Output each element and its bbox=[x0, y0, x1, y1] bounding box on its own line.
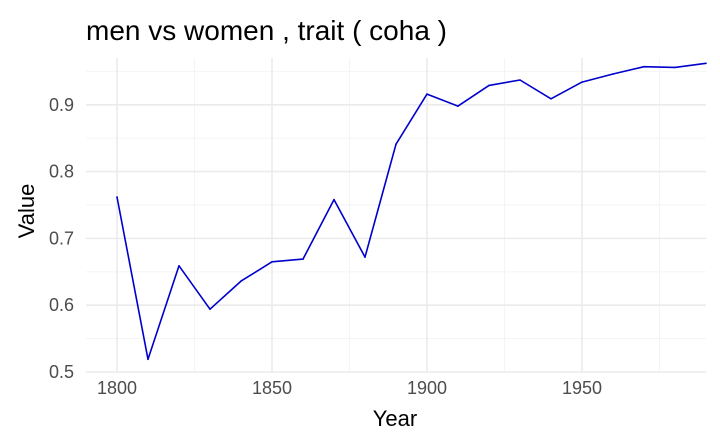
data-point bbox=[240, 280, 242, 282]
data-point bbox=[426, 93, 428, 95]
y-axis-title: Value bbox=[14, 184, 39, 239]
series-layer bbox=[116, 62, 707, 361]
data-point bbox=[178, 264, 180, 267]
data-point bbox=[457, 105, 459, 107]
data-point bbox=[302, 258, 304, 260]
x-axis-title: Year bbox=[373, 406, 417, 431]
data-point bbox=[395, 143, 397, 145]
data-point bbox=[333, 198, 335, 201]
data-point bbox=[519, 79, 521, 81]
data-point bbox=[271, 260, 273, 263]
data-point bbox=[674, 66, 676, 69]
x-axis-ticks: 1800 1850 1900 1950 bbox=[97, 378, 602, 398]
data-point bbox=[705, 62, 707, 65]
data-point bbox=[116, 196, 118, 198]
data-point bbox=[488, 84, 490, 87]
data-point bbox=[550, 97, 552, 100]
grid bbox=[86, 58, 706, 373]
x-tick-label: 1850 bbox=[252, 378, 292, 398]
y-tick-label: 0.5 bbox=[49, 362, 74, 382]
data-point bbox=[612, 73, 614, 75]
data-point bbox=[581, 81, 583, 83]
data-point bbox=[643, 65, 645, 68]
x-tick-label: 1800 bbox=[97, 378, 137, 398]
x-tick-label: 1950 bbox=[562, 378, 602, 398]
y-tick-label: 0.7 bbox=[49, 228, 74, 248]
y-tick-label: 0.8 bbox=[49, 162, 74, 182]
y-tick-label: 0.6 bbox=[49, 295, 74, 315]
y-tick-label: 0.9 bbox=[49, 95, 74, 115]
data-point bbox=[147, 358, 149, 361]
y-axis-ticks: 0.5 0.6 0.7 0.8 0.9 bbox=[49, 95, 74, 382]
series-line bbox=[116, 62, 707, 361]
data-point bbox=[209, 308, 211, 311]
x-tick-label: 1900 bbox=[407, 378, 447, 398]
chart-title: men vs women , trait ( coha ) bbox=[86, 15, 447, 46]
data-point bbox=[364, 256, 366, 258]
